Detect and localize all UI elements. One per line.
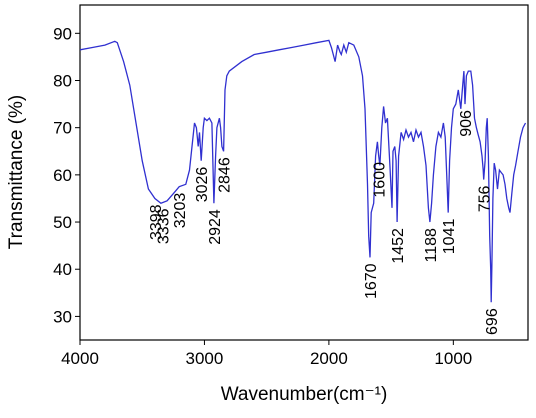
x-tick-label: 1000: [434, 349, 472, 368]
x-axis-label: Wavenumber(cm⁻¹): [221, 384, 388, 405]
y-axis-label: Transmittance (%): [6, 95, 27, 250]
peak-label: 696: [484, 308, 501, 335]
peak-label: 1041: [441, 219, 458, 255]
x-tick-label: 4000: [61, 349, 99, 368]
y-tick-label: 80: [53, 71, 72, 90]
y-tick-label: 60: [53, 166, 72, 185]
peak-label: 2846: [217, 157, 234, 193]
y-tick-label: 40: [53, 260, 72, 279]
peak-label: 3026: [194, 167, 211, 203]
y-tick-label: 90: [53, 24, 72, 43]
peak-label: 756: [477, 185, 494, 212]
peak-label: 906: [458, 110, 475, 137]
peak-label: 2924: [207, 209, 224, 245]
spectrum-line: [79, 39, 527, 303]
peak-label: 3336: [156, 208, 173, 244]
x-tick-label: 2000: [310, 349, 348, 368]
peak-label: 1452: [390, 228, 407, 264]
peak-label: 3203: [172, 193, 189, 229]
y-tick-label: 50: [53, 213, 72, 232]
y-tick-label: 70: [53, 119, 72, 138]
peak-label: 1600: [372, 162, 389, 198]
x-tick-label: 3000: [186, 349, 224, 368]
y-tick-label: 30: [53, 307, 72, 326]
peak-label: 1670: [363, 263, 380, 299]
plot-frame: [79, 4, 529, 341]
peak-label: 3398: [148, 204, 165, 240]
peak-label: 1188: [423, 228, 440, 263]
